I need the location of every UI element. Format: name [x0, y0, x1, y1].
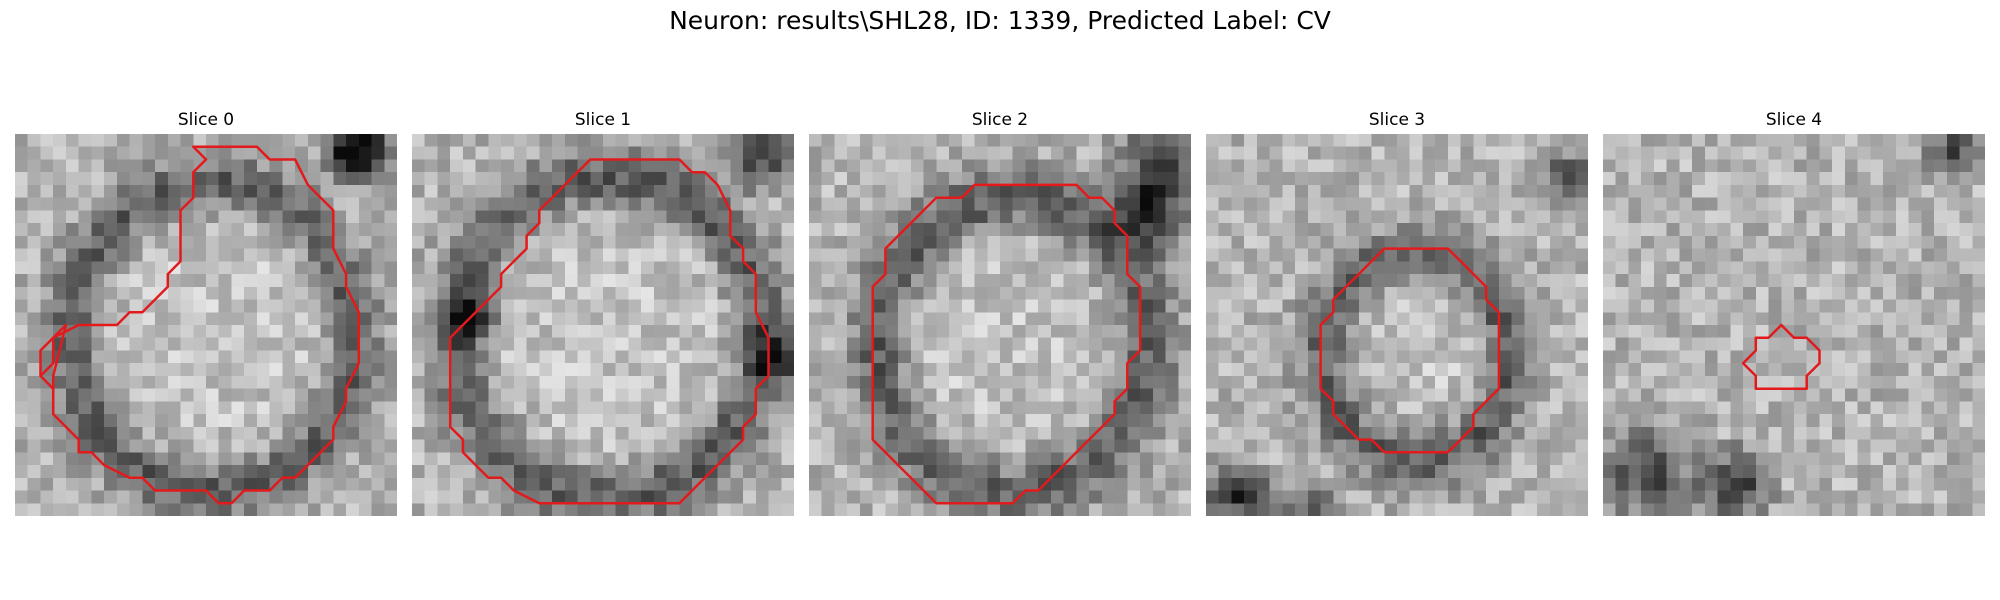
slice-2-title: Slice 2: [971, 110, 1029, 130]
slice-4-contour: [1741, 323, 1821, 390]
slice-1-contour: [448, 158, 770, 505]
slice-3-panel: [1206, 134, 1588, 516]
slice-2-contour: [871, 183, 1142, 505]
slice-1-overlay: [448, 158, 770, 505]
slice-4-title: Slice 4: [1765, 110, 1823, 130]
slice-1-title: Slice 1: [574, 110, 632, 130]
slice-3-overlay: [1319, 247, 1501, 454]
slice-0-contour: [39, 145, 361, 505]
slice-0-overlay: [39, 145, 361, 505]
slice-4-image: [1603, 134, 1985, 516]
slice-0-panel: [15, 134, 397, 516]
slice-1-panel: [412, 134, 794, 516]
slice-3-title: Slice 3: [1368, 110, 1426, 130]
slice-4-overlay: [1741, 323, 1821, 390]
slice-2-overlay: [871, 183, 1142, 505]
figure-title: Neuron: results\SHL28, ID: 1339, Predict…: [669, 6, 1331, 35]
slice-4-panel: [1603, 134, 1985, 516]
slice-2-panel: [809, 134, 1191, 516]
slice-3-contour: [1319, 247, 1501, 454]
slice-0-title: Slice 0: [177, 110, 235, 130]
